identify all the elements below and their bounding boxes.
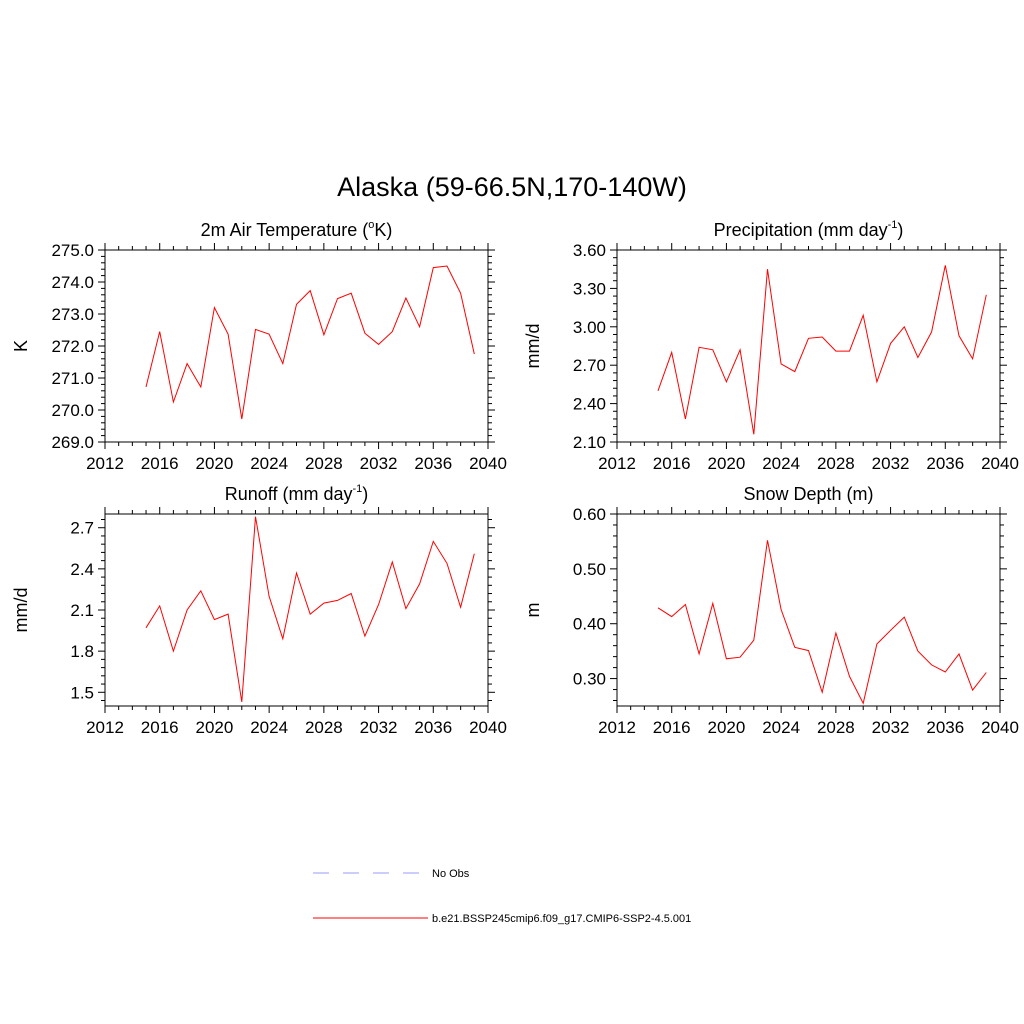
panel-title: Runoff (mm day-1) [225,483,369,504]
y-tick-label: 1.8 [70,642,94,661]
y-tick-label: 2.70 [573,356,606,375]
y-tick-label: 2.40 [573,395,606,414]
panel-title-sup: -1 [888,219,898,231]
y-tick-label: 0.60 [573,505,606,524]
x-tick-label: 2024 [762,454,800,473]
y-tick-label: 3.60 [573,241,606,260]
x-tick-label: 2032 [360,718,398,737]
x-tick-label: 2040 [981,454,1019,473]
x-tick-label: 2040 [469,718,507,737]
x-tick-label: 2032 [360,454,398,473]
panel-title-sup: -1 [352,483,362,495]
x-tick-label: 2028 [817,454,855,473]
x-tick-label: 2032 [872,454,910,473]
x-tick-label: 2040 [981,718,1019,737]
panel-title-sup: o [368,219,374,231]
panel-precipitation: 2012 2016 2020 2024 2028 2032 2036 2040 2.10 2.40… [523,219,1019,473]
x-tick-label: 2012 [86,454,124,473]
legend-label-model: b.e21.BSSP245cmip6.f09_g17.CMIP6-SSP2-4.… [432,913,691,925]
panel-title: Snow Depth (m) [743,484,873,504]
x-tick-label: 2016 [141,454,179,473]
y-tick-label: 0.30 [573,670,606,689]
x-tick-label: 2020 [708,718,746,737]
x-tick-label: 2020 [196,718,234,737]
y-axis-label: m [523,603,543,618]
panel-title: Precipitation (mm day-1) [714,219,904,240]
y-axis-label: K [11,340,31,352]
x-tick-label: 2036 [414,718,452,737]
y-tick-label: 270.0 [51,401,94,420]
x-tick-label: 2012 [598,454,636,473]
x-tick-label: 2028 [305,454,343,473]
x-tick-label: 2028 [305,718,343,737]
series-line [657,540,987,705]
legend-label-no-obs: No Obs [432,868,470,880]
y-tick-label: 273.0 [51,305,94,324]
x-tick-label: 2020 [708,454,746,473]
panel-title-tail: ) [362,484,368,504]
y-tick-label: 0.50 [573,560,606,579]
y-tick-label: 269.0 [51,433,94,452]
x-tick-label: 2040 [469,454,507,473]
x-tick-label: 2016 [653,718,691,737]
panel-runoff: 2012 2016 2020 2024 2028 2032 2036 2040 1.5 1.8 2.… [11,483,507,737]
y-tick-label: 3.00 [573,318,606,337]
series-line [145,516,475,702]
x-tick-label: 2036 [926,718,964,737]
legend: No Obs b.e21.BSSP245cmip6.f09_g17.CMIP6-… [313,868,691,925]
x-tick-label: 2012 [86,718,124,737]
y-tick-label: 1.5 [70,683,94,702]
plot-frame [104,513,489,707]
panel-title-tail: ) [897,220,903,240]
y-tick-label: 272.0 [51,337,94,356]
y-tick-label: 0.40 [573,615,606,634]
x-tick-label: 2016 [141,718,179,737]
plot-frame [616,513,1001,707]
panel-title-main: Runoff (mm day [225,484,353,504]
x-tick-label: 2020 [196,454,234,473]
y-tick-label: 2.4 [70,560,94,579]
y-axis-label: mm/d [11,588,31,633]
panel-snow-depth: 2012 2016 2020 2024 2028 2032 2036 2040 0.30 0.40… [523,484,1019,737]
y-tick-label: 274.0 [51,273,94,292]
y-tick-label: 3.30 [573,279,606,298]
x-tick-label: 2024 [250,718,288,737]
panel-title-main: 2m Air Temperature ( [201,220,369,240]
series-line [145,265,475,420]
x-tick-label: 2024 [250,454,288,473]
x-tick-label: 2036 [926,454,964,473]
series-line [657,265,987,435]
x-tick-label: 2024 [762,718,800,737]
y-tick-label: 271.0 [51,369,94,388]
main-title: Alaska (59-66.5N,170-140W) [337,172,687,202]
y-axis-label: mm/d [523,324,543,369]
y-tick-label: 275.0 [51,241,94,260]
x-tick-label: 2036 [414,454,452,473]
panel-title: 2m Air Temperature (oK) [201,219,393,240]
y-tick-label: 2.10 [573,433,606,452]
y-tick-label: 2.1 [70,601,94,620]
x-tick-label: 2012 [598,718,636,737]
panel-title-tail: K) [374,220,392,240]
x-tick-label: 2032 [872,718,910,737]
panel-air-temperature: 2012 2016 2020 2024 2028 2032 2036 2040 269.0 270… [11,219,507,473]
panel-title-main: Snow Depth (m) [743,484,873,504]
panel-title-main: Precipitation (mm day [714,220,888,240]
x-tick-label: 2016 [653,454,691,473]
x-tick-label: 2028 [817,718,855,737]
y-tick-label: 2.7 [70,519,94,538]
